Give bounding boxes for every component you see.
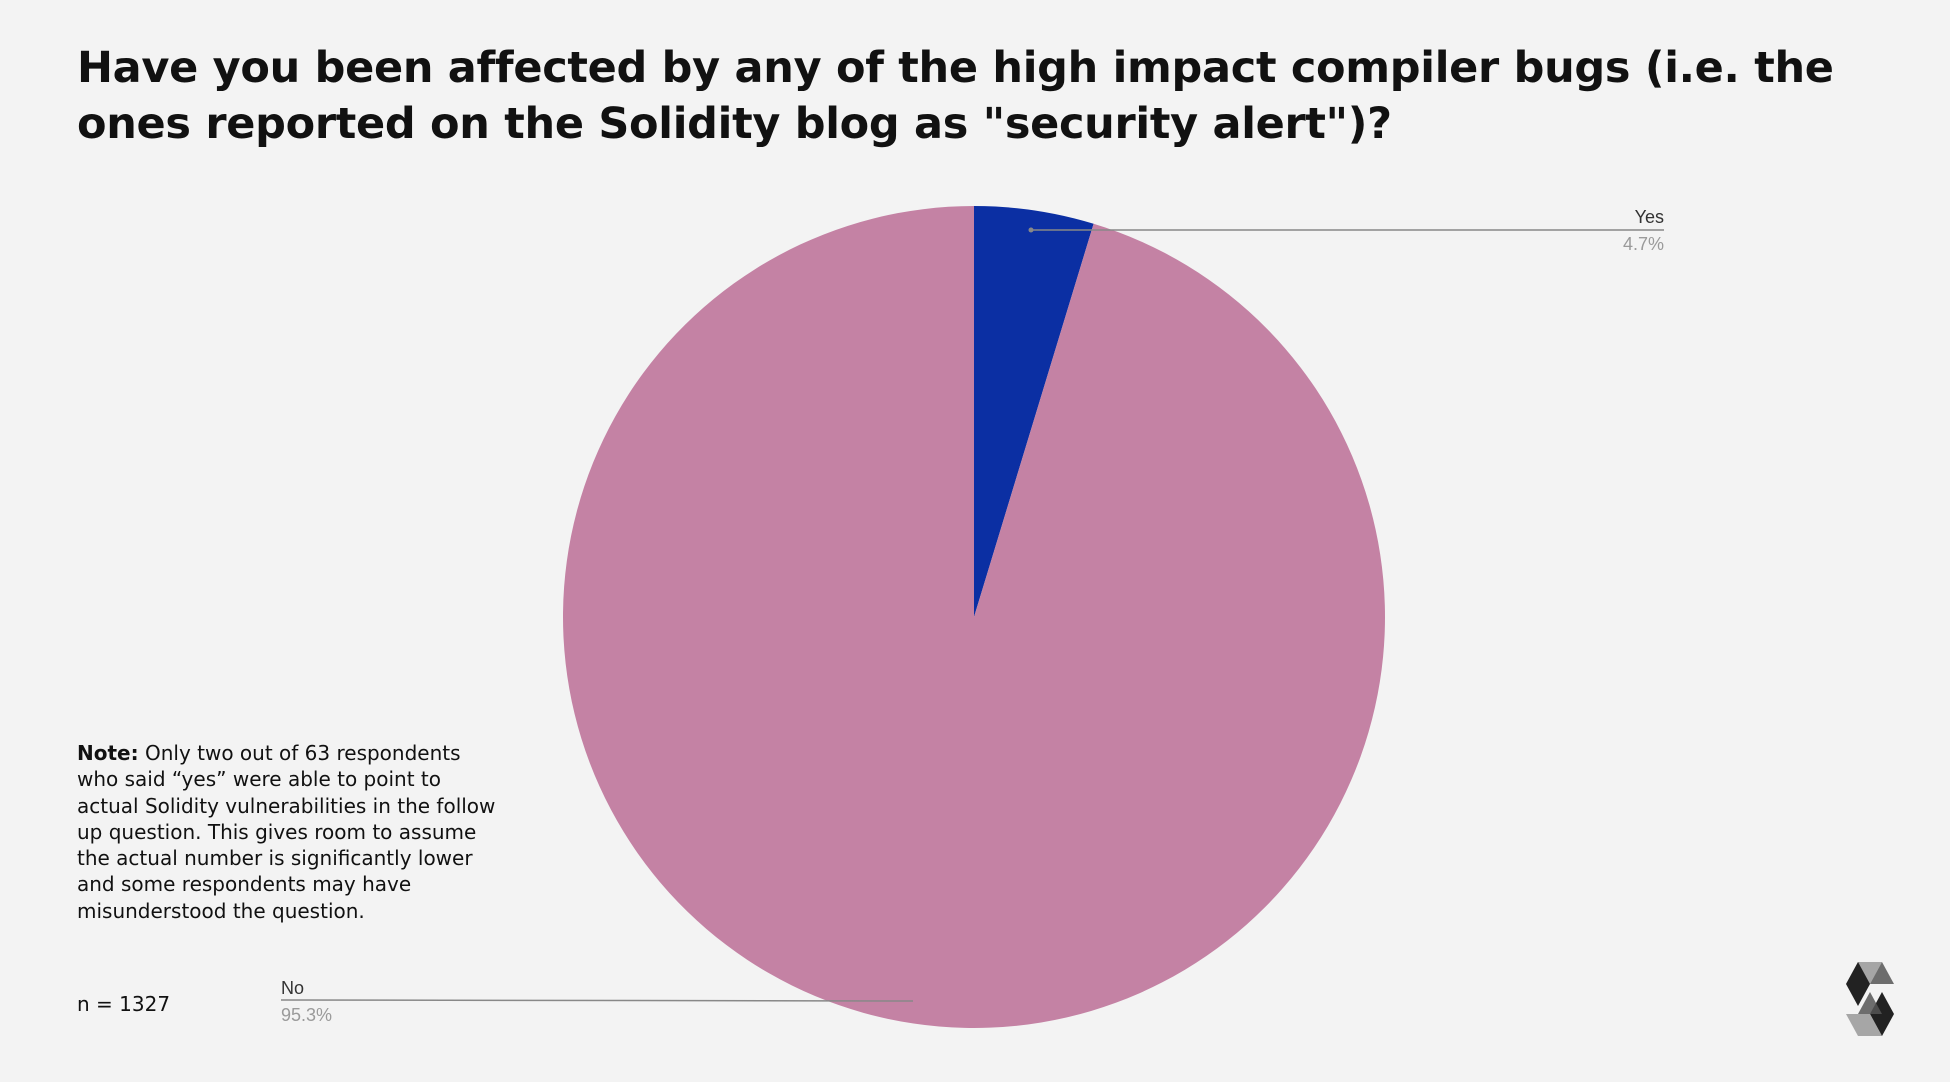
page-title: Have you been affected by any of the hig… <box>77 43 1834 149</box>
leader-dot-yes <box>1028 227 1034 233</box>
slice-label-yes: Yes <box>1635 207 1664 227</box>
note-label: Note: <box>77 741 139 765</box>
leader-line-no <box>280 999 914 1002</box>
pie-slice-yes <box>974 206 1094 617</box>
sample-size: n = 1327 <box>77 992 171 1016</box>
solidity-logo <box>1846 962 1894 1036</box>
slice-label-no: No <box>281 978 304 998</box>
note-text: Only two out of 63 respondents who said … <box>77 741 496 923</box>
pie-slice-no <box>562 206 1385 1028</box>
note: Note: Only two out of 63 respondents who… <box>77 740 497 924</box>
slice-percent-no: 95.3% <box>281 1005 332 1025</box>
slice-percent-yes: 4.7% <box>1623 234 1664 254</box>
